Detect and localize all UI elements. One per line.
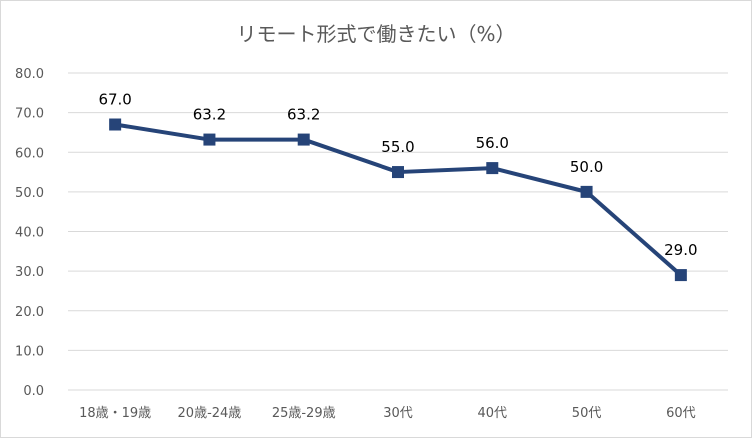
- y-tick-label-0: 0.0: [23, 384, 44, 399]
- gridlines: [68, 72, 728, 391]
- data-label-6: 29.0: [664, 241, 697, 259]
- data-label-5: 50.0: [570, 158, 603, 176]
- y-tick-label-3: 30.0: [15, 265, 44, 280]
- x-tick-label-3: 30代: [383, 406, 413, 421]
- data-labels: 67.0 63.2 63.2 55.0 56.0 50.0 29.0: [98, 91, 697, 260]
- data-point-2: [297, 133, 310, 146]
- chart-title: リモート形式で働きたい（%）: [236, 22, 516, 46]
- y-tick-label-2: 20.0: [15, 305, 44, 320]
- series-group: [109, 118, 687, 282]
- data-point-0: [109, 118, 122, 131]
- y-tick-label-1: 10.0: [15, 344, 44, 359]
- y-tick-label-5: 50.0: [15, 186, 44, 201]
- data-point-4: [486, 162, 499, 175]
- y-tick-label-4: 40.0: [15, 226, 44, 241]
- data-point-5: [580, 185, 593, 198]
- data-label-4: 56.0: [476, 134, 509, 152]
- y-axis-ticks: 0.0 10.0 20.0 30.0 40.0 50.0 60.0 70.0 80.0: [15, 67, 44, 399]
- x-axis-ticks: 18歳・19歳 20歳-24歳 25歳-29歳 30代 40代 50代 60代: [79, 406, 696, 421]
- x-tick-label-2: 25歳-29歳: [272, 406, 336, 421]
- data-label-2: 63.2: [287, 106, 320, 124]
- x-tick-label-1: 20歳-24歳: [178, 406, 242, 421]
- data-label-3: 55.0: [381, 138, 414, 156]
- x-tick-label-4: 40代: [478, 406, 508, 421]
- x-tick-label-5: 50代: [572, 406, 602, 421]
- y-tick-label-6: 60.0: [15, 146, 44, 161]
- data-label-0: 67.0: [98, 91, 131, 109]
- x-tick-label-0: 18歳・19歳: [79, 406, 151, 421]
- data-point-6: [674, 269, 687, 282]
- y-tick-label-7: 70.0: [15, 107, 44, 122]
- data-point-3: [392, 166, 404, 179]
- y-tick-label-8: 80.0: [15, 67, 44, 82]
- x-tick-label-6: 60代: [666, 406, 696, 421]
- data-point-1: [203, 133, 216, 146]
- data-label-1: 63.2: [193, 106, 226, 124]
